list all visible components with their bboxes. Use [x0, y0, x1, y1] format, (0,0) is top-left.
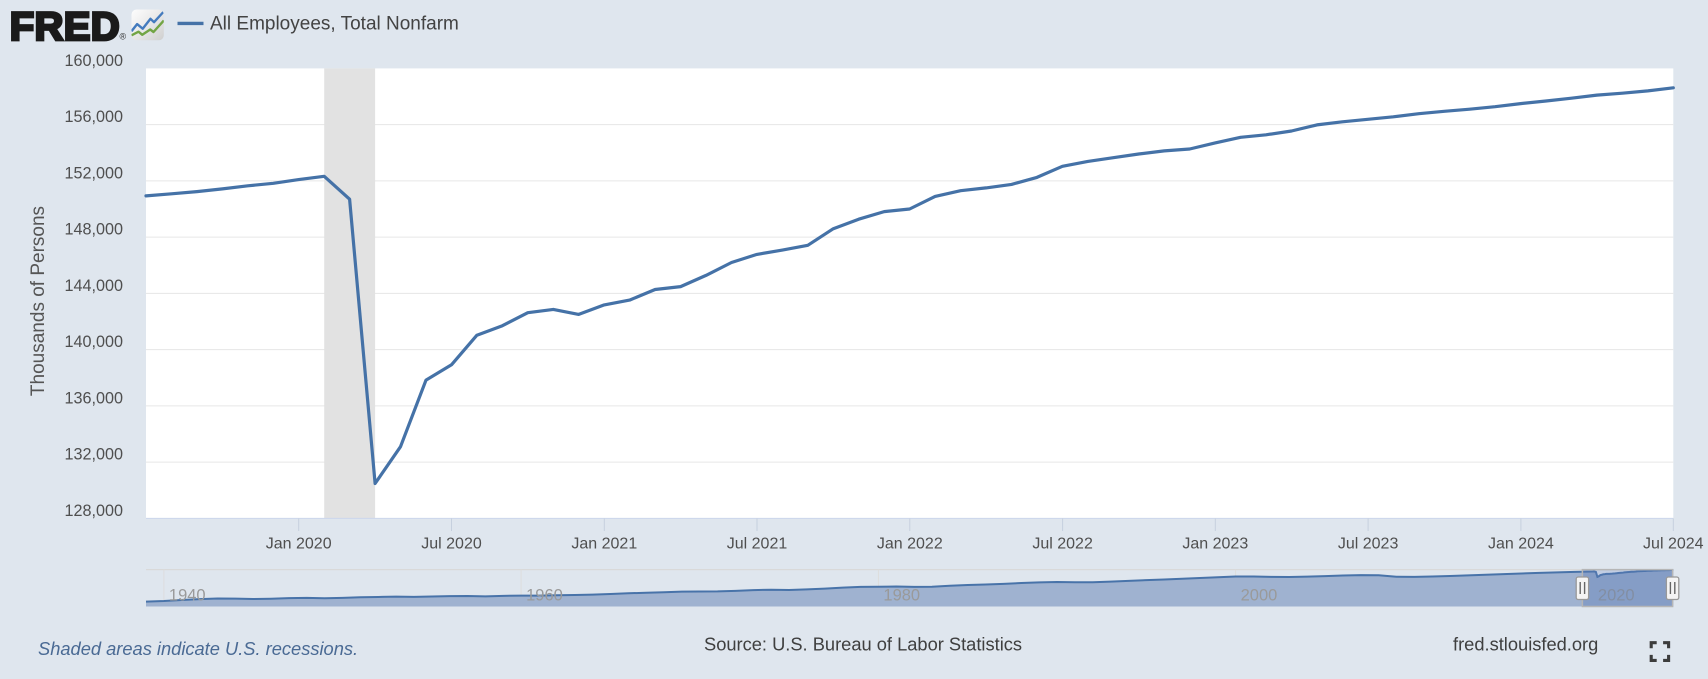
- svg-text:1940: 1940: [169, 587, 206, 605]
- svg-text:Source: U.S. Bureau of Labor S: Source: U.S. Bureau of Labor Statistics: [704, 634, 1022, 655]
- svg-text:2020: 2020: [1598, 587, 1635, 605]
- svg-text:FRED: FRED: [10, 5, 120, 49]
- svg-text:fred.stlouisfed.org: fred.stlouisfed.org: [1453, 634, 1598, 655]
- svg-text:Jul 2024: Jul 2024: [1643, 536, 1704, 553]
- svg-text:Jan 2023: Jan 2023: [1182, 536, 1248, 553]
- svg-text:Jan 2020: Jan 2020: [266, 536, 332, 553]
- svg-text:Jan 2022: Jan 2022: [877, 536, 943, 553]
- svg-text:148,000: 148,000: [64, 221, 123, 239]
- svg-text:Thousands of Persons: Thousands of Persons: [28, 206, 49, 396]
- svg-text:1960: 1960: [526, 587, 563, 605]
- svg-text:1980: 1980: [883, 587, 920, 605]
- svg-text:2000: 2000: [1241, 587, 1278, 605]
- svg-text:160,000: 160,000: [64, 52, 123, 70]
- svg-text:Jul 2020: Jul 2020: [421, 536, 482, 553]
- svg-text:136,000: 136,000: [64, 389, 123, 407]
- svg-text:Jan 2024: Jan 2024: [1488, 536, 1554, 553]
- svg-text:Jul 2021: Jul 2021: [727, 536, 788, 553]
- svg-text:Shaded areas indicate U.S. rec: Shaded areas indicate U.S. recessions.: [38, 638, 358, 659]
- svg-text:Jul 2022: Jul 2022: [1032, 536, 1093, 553]
- svg-text:132,000: 132,000: [64, 446, 123, 464]
- svg-text:152,000: 152,000: [64, 164, 123, 182]
- svg-text:140,000: 140,000: [64, 333, 123, 351]
- svg-text:®: ®: [120, 32, 127, 42]
- svg-text:Jan 2021: Jan 2021: [571, 536, 637, 553]
- svg-text:128,000: 128,000: [64, 502, 123, 520]
- svg-text:Jul 2023: Jul 2023: [1338, 536, 1399, 553]
- svg-text:156,000: 156,000: [64, 108, 123, 126]
- svg-text:144,000: 144,000: [64, 277, 123, 295]
- svg-text:All Employees, Total Nonfarm: All Employees, Total Nonfarm: [210, 14, 459, 35]
